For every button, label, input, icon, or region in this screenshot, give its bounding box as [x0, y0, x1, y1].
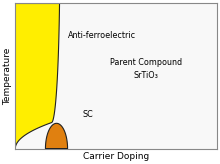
Y-axis label: Temperature: Temperature	[4, 47, 13, 105]
Polygon shape	[15, 3, 60, 149]
Polygon shape	[46, 123, 68, 149]
Text: SC: SC	[83, 110, 94, 119]
Text: Anti-ferroelectric: Anti-ferroelectric	[68, 31, 136, 40]
Text: Parent Compound
SrTiO₃: Parent Compound SrTiO₃	[110, 58, 182, 80]
X-axis label: Carrier Doping: Carrier Doping	[83, 152, 149, 161]
